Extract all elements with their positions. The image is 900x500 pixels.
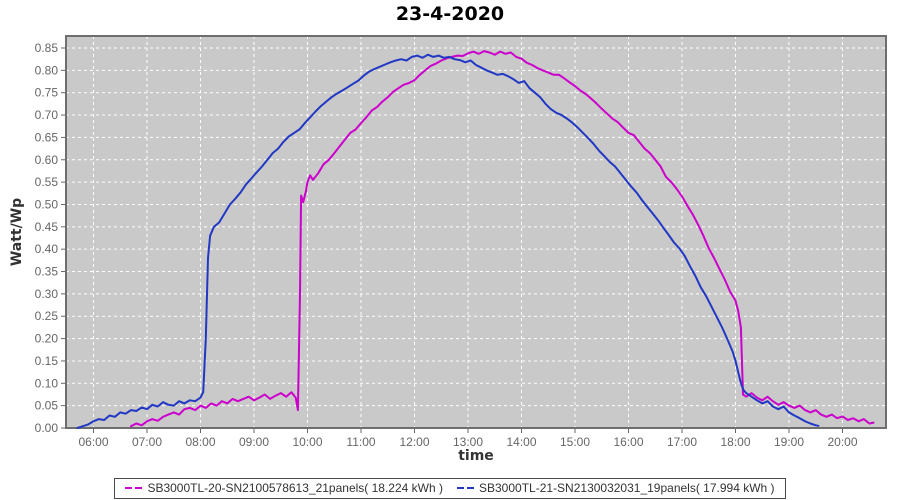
legend-entry: SB3000TL-21-SN2130032031_19panels( 17.99… — [457, 480, 775, 495]
y-tick-label: 0.80 — [35, 63, 59, 77]
x-tick-label: 08:00 — [185, 435, 215, 449]
y-tick-label: 0.25 — [35, 309, 59, 323]
x-tick-label: 20:00 — [827, 435, 857, 449]
x-tick-label: 09:00 — [239, 435, 269, 449]
y-tick-label: 0.45 — [35, 220, 59, 234]
legend-label: SB3000TL-21-SN2130032031_19panels( 17.99… — [479, 480, 775, 495]
y-tick-label: 0.50 — [35, 197, 59, 211]
x-tick-label: 12:00 — [399, 435, 429, 449]
x-tick-label: 17:00 — [667, 435, 697, 449]
y-tick-label: 0.40 — [35, 242, 59, 256]
legend-line-sample — [457, 487, 474, 490]
legend-entry: SB3000TL-20-SN2100578613_21panels( 18.22… — [125, 480, 443, 495]
chart-title: 23-4-2020 — [395, 3, 505, 25]
x-tick-label: 14:00 — [506, 435, 536, 449]
x-tick-label: 19:00 — [774, 435, 804, 449]
x-tick-label: 15:00 — [560, 435, 590, 449]
legend-label: SB3000TL-20-SN2100578613_21panels( 18.22… — [147, 480, 443, 495]
legend-line-sample — [125, 487, 143, 490]
y-tick-label: 0.00 — [35, 421, 59, 435]
x-tick-label: 16:00 — [613, 435, 643, 449]
y-tick-label: 0.65 — [35, 130, 59, 144]
x-tick-label: 10:00 — [292, 435, 322, 449]
y-axis-label: Watt/Wp — [9, 197, 25, 267]
plot-border — [65, 35, 887, 429]
x-tick-label: 18:00 — [720, 435, 750, 449]
y-tick-label: 0.60 — [35, 153, 59, 167]
legend-box: SB3000TL-20-SN2100578613_21panels( 18.22… — [114, 477, 786, 499]
plot-area: 0.00 0.05 0.10 0.15 0.20 0.25 0.30 0.35 0.40 0.45… — [35, 35, 887, 449]
y-tick-label: 0.70 — [35, 108, 59, 122]
series-line-1 — [130, 50, 875, 428]
y-tick-label: 0.85 — [35, 41, 59, 55]
plot-background — [66, 36, 886, 428]
legend: SB3000TL-20-SN2100578613_21panels( 18.22… — [0, 477, 900, 499]
y-tick-label: 0.20 — [35, 332, 59, 346]
y-tick-label: 0.05 — [35, 399, 59, 413]
y-tick-label: 0.15 — [35, 354, 59, 368]
y-tick-label: 0.10 — [35, 376, 59, 390]
y-tick-label: 0.55 — [35, 175, 59, 189]
x-tick-label: 07:00 — [132, 435, 162, 449]
series-line-2 — [76, 53, 820, 429]
x-tick-label: 06:00 — [78, 435, 108, 449]
x-axis-label: time — [458, 448, 494, 464]
y-tick-label: 0.30 — [35, 287, 59, 301]
y-tick-label: 0.35 — [35, 265, 59, 279]
x-tick-label: 13:00 — [453, 435, 483, 449]
x-tick-label: 11:00 — [346, 435, 375, 449]
y-tick-label: 0.75 — [35, 86, 59, 100]
